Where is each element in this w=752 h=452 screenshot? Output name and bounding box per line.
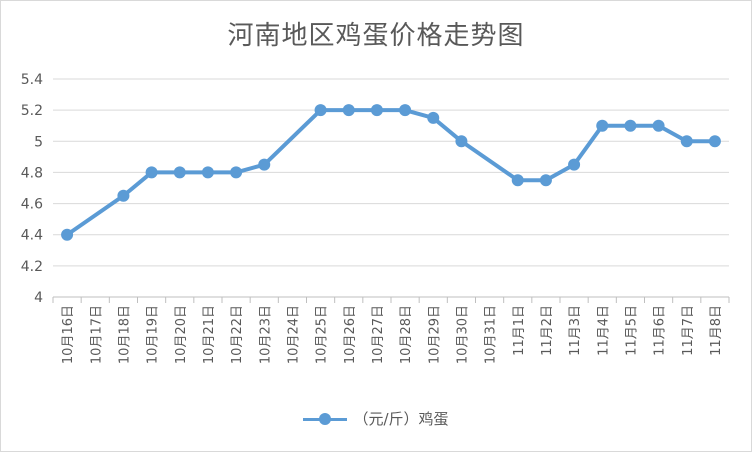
data-point [624, 119, 637, 132]
x-tick-label: 11月1日 [512, 305, 527, 356]
y-tick-label: 5 [34, 134, 43, 150]
data-point [568, 158, 581, 171]
x-tick-label: 11月7日 [681, 305, 696, 356]
chart-title: 河南地区鸡蛋价格走势图 [227, 21, 525, 51]
x-tick-label: 10月21日 [202, 305, 217, 364]
data-point [117, 189, 130, 202]
x-tick-label: 11月3日 [568, 305, 583, 356]
x-tick-label: 10月27日 [371, 305, 386, 364]
x-tick-label: 11月6日 [653, 305, 668, 356]
legend-label: （元/斤）鸡蛋 [353, 410, 449, 428]
legend: （元/斤）鸡蛋 [1, 408, 751, 429]
data-point [201, 166, 214, 179]
x-tick-label: 10月24日 [286, 305, 301, 364]
data-point [708, 135, 721, 148]
data-point [399, 104, 412, 117]
y-tick-label: 4.2 [21, 259, 43, 275]
data-point [342, 104, 355, 117]
x-tick-label: 10月26日 [343, 305, 358, 364]
x-tick-label: 10月25日 [315, 305, 330, 364]
data-point [314, 104, 327, 117]
data-point [539, 174, 552, 187]
x-tick-label: 10月22日 [230, 305, 245, 364]
y-tick-label: 4 [34, 290, 43, 306]
x-tick-label: 11月8日 [709, 305, 724, 356]
x-tick-label: 11月2日 [540, 305, 555, 356]
x-tick-label: 10月31日 [484, 305, 499, 364]
x-tick-label: 10月18日 [117, 305, 132, 364]
data-point [511, 174, 524, 187]
data-point [427, 111, 440, 124]
data-point [596, 119, 609, 132]
x-tick-label: 10月23日 [258, 305, 273, 364]
data-point [258, 158, 271, 171]
x-tick-label: 11月4日 [596, 305, 611, 356]
data-point [61, 228, 74, 241]
y-tick-label: 5.2 [21, 103, 43, 119]
data-point [680, 135, 693, 148]
legend-line-marker-icon [303, 412, 348, 426]
x-tick-label: 10月20日 [174, 305, 189, 364]
y-tick-label: 4.6 [21, 197, 43, 213]
y-tick-label: 4.8 [21, 165, 43, 181]
data-point [145, 166, 158, 179]
x-tick-label: 10月16日 [61, 305, 76, 364]
x-tick-label: 10月30日 [455, 305, 470, 364]
data-point [173, 166, 186, 179]
data-point [455, 135, 468, 148]
data-point [652, 119, 665, 132]
y-tick-label: 5.4 [21, 72, 43, 88]
x-tick-label: 10月17日 [89, 305, 104, 364]
x-tick-label: 10月29日 [427, 305, 442, 364]
x-tick-label: 11月5日 [624, 305, 639, 356]
y-tick-label: 4.4 [21, 228, 43, 244]
data-point [370, 104, 383, 117]
x-tick-label: 10月28日 [399, 305, 414, 364]
data-point [230, 166, 243, 179]
x-tick-label: 10月19日 [146, 305, 161, 364]
